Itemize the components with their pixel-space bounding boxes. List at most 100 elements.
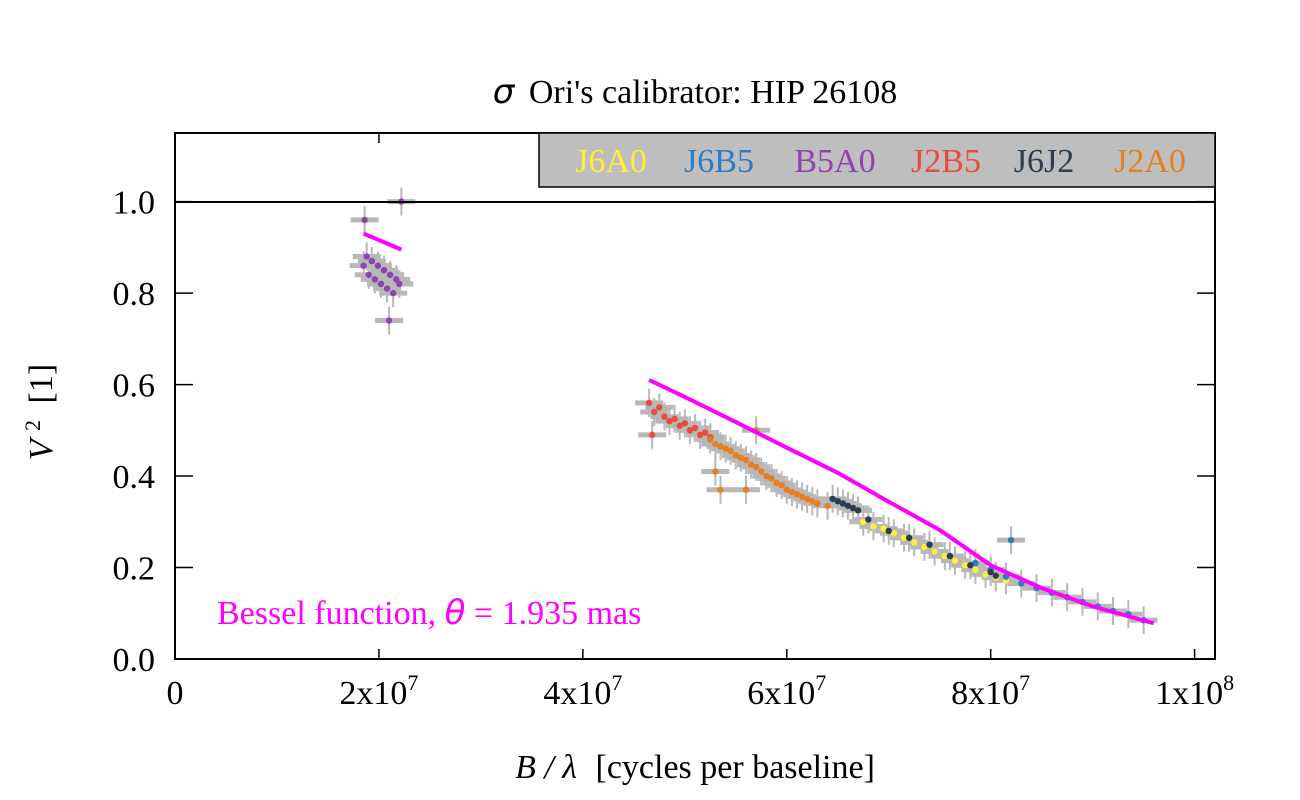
legend-box [538,132,1216,188]
data-point [992,572,999,579]
legend-entry: J6J2 [1014,143,1074,180]
data-point [701,429,709,436]
data-point [742,486,750,493]
data-point [1018,580,1025,587]
data-point [360,262,367,269]
model-annotation-suffix: = 1.935 mas [474,595,641,632]
data-point [732,452,739,459]
data-point [380,267,388,274]
data-point [926,541,933,548]
y-tick-label: 0.0 [113,642,156,679]
x-axis-label-symbol: B / λ [515,749,577,786]
y-axis: 0.0 0.2 0.4 0.6 0.8 1.0 [113,185,1215,679]
data-point [951,557,959,564]
data-point [752,463,760,471]
data-point [931,548,938,555]
bessel-model-curve [648,378,1155,626]
data-point [648,431,656,439]
title-text: Ori's calibrator: HIP 26108 [529,74,897,111]
data-point [645,399,653,407]
y-tick-label: 1.0 [113,185,156,222]
data-point [1007,536,1015,544]
y-axis-label: V 2 [1] [11,364,60,460]
data-point [361,216,368,224]
model-annotation: Bessel function, θ = 1.935 mas [217,593,641,633]
data-point [870,523,877,530]
data-points [349,187,1158,635]
data-point [722,445,729,452]
data-point [880,525,887,532]
data-point [829,495,836,503]
model-curves [362,231,1155,626]
data-point [982,571,989,578]
data-point [651,408,658,416]
data-point [671,415,678,423]
x-axis-label: B / λ [cycles per baseline] [515,749,875,786]
data-point [686,427,694,434]
data-point [371,276,379,283]
data-point [788,488,796,496]
data-point [393,276,400,283]
data-point [763,472,770,480]
legend-entry: J2B5 [911,143,981,180]
model-annotation-symbol: θ [445,593,466,633]
data-point [377,280,385,288]
data-point [972,559,979,567]
data-point [793,491,801,498]
data-point [809,498,816,505]
y-tick-label: 0.2 [113,551,156,588]
legend-entry: B5A0 [794,143,875,180]
data-point [386,271,394,278]
data-point [666,417,673,425]
data-point [854,507,862,514]
x-tick-label: 6x107 [747,670,826,712]
data-point [742,456,750,464]
data-point [374,262,382,269]
data-point [383,285,391,292]
data-point [987,568,994,576]
data-point [758,468,765,475]
x-tick-label: 8x107 [951,670,1030,712]
x-tick-label: 4x107 [543,670,622,712]
data-point [389,289,397,297]
data-point [676,422,683,429]
data-point [707,436,714,443]
data-point [661,413,668,420]
data-point [783,486,790,493]
legend: J6A0 J6B5 B5A0 J2B5 J6J2 J2A0 [538,132,1216,188]
bessel-model-curve [362,231,403,252]
y-tick-label: 0.6 [113,368,156,405]
y-axis-label-sup: 2 [20,420,45,431]
data-point [921,543,928,551]
chart-title: σ Ori's calibrator: HIP 26108 [493,72,897,112]
data-point [717,486,724,493]
model-annotation-prefix: Bessel function, [217,595,445,632]
data-point [844,502,852,509]
title-symbol: σ [493,72,516,112]
legend-entry: J6B5 [684,143,754,180]
data-point [803,495,811,503]
data-point [860,518,867,525]
y-axis-label-symbol: V [23,435,60,460]
legend-entry: J2A0 [1114,143,1186,180]
data-point [824,502,831,509]
data-point [681,420,689,427]
data-point [712,468,719,475]
data-point [814,500,821,507]
data-point [696,431,704,439]
data-point [890,530,898,537]
data-point [798,493,806,500]
data-point [834,498,841,505]
data-point [365,271,372,278]
data-point [656,404,663,411]
data-point [363,253,370,260]
data-point [747,461,755,468]
data-point [849,504,857,512]
data-point [941,552,949,560]
data-point [839,500,847,507]
y-tick-label: 0.4 [113,459,156,496]
data-point [900,534,908,541]
data-point [717,443,724,450]
data-point [737,454,745,461]
